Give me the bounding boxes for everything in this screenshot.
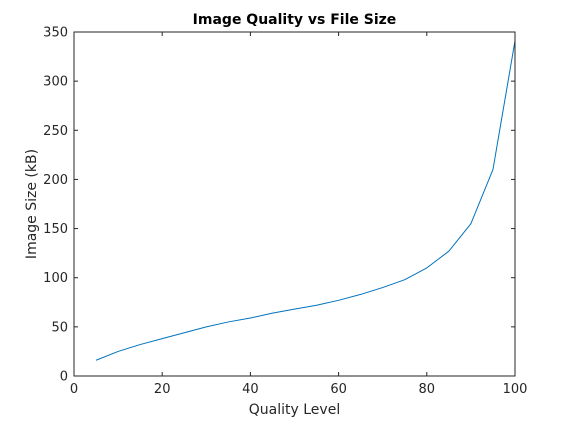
y-tick-label: 250 bbox=[43, 124, 68, 139]
x-tick-label: 100 bbox=[503, 382, 528, 397]
x-tick-label: 60 bbox=[330, 382, 347, 397]
x-tick-label: 0 bbox=[70, 382, 78, 397]
x-axis-label: Quality Level bbox=[249, 402, 340, 418]
series-group bbox=[95, 40, 516, 361]
y-tick-label: 100 bbox=[43, 271, 68, 286]
y-tick-label: 50 bbox=[51, 320, 68, 335]
y-tick-label: 150 bbox=[43, 222, 68, 237]
tick-labels-group: 0 20 40 60 80 100 0 50 100 150 200 250 300 350 bbox=[43, 26, 527, 398]
y-tick-label: 0 bbox=[60, 370, 68, 385]
x-tick-label: 20 bbox=[154, 382, 171, 397]
series-line bbox=[95, 40, 516, 361]
x-tick-label: 40 bbox=[242, 382, 259, 397]
axes-box bbox=[73, 31, 516, 377]
plot-area bbox=[74, 32, 515, 376]
chart-title: Image Quality vs File Size bbox=[193, 12, 397, 28]
y-tick-label: 200 bbox=[43, 173, 68, 188]
y-tick-label: 300 bbox=[43, 75, 68, 90]
y-axis-label: Image Size (kB) bbox=[24, 149, 40, 259]
x-tick-label: 80 bbox=[419, 382, 436, 397]
y-tick-label: 350 bbox=[43, 26, 68, 41]
